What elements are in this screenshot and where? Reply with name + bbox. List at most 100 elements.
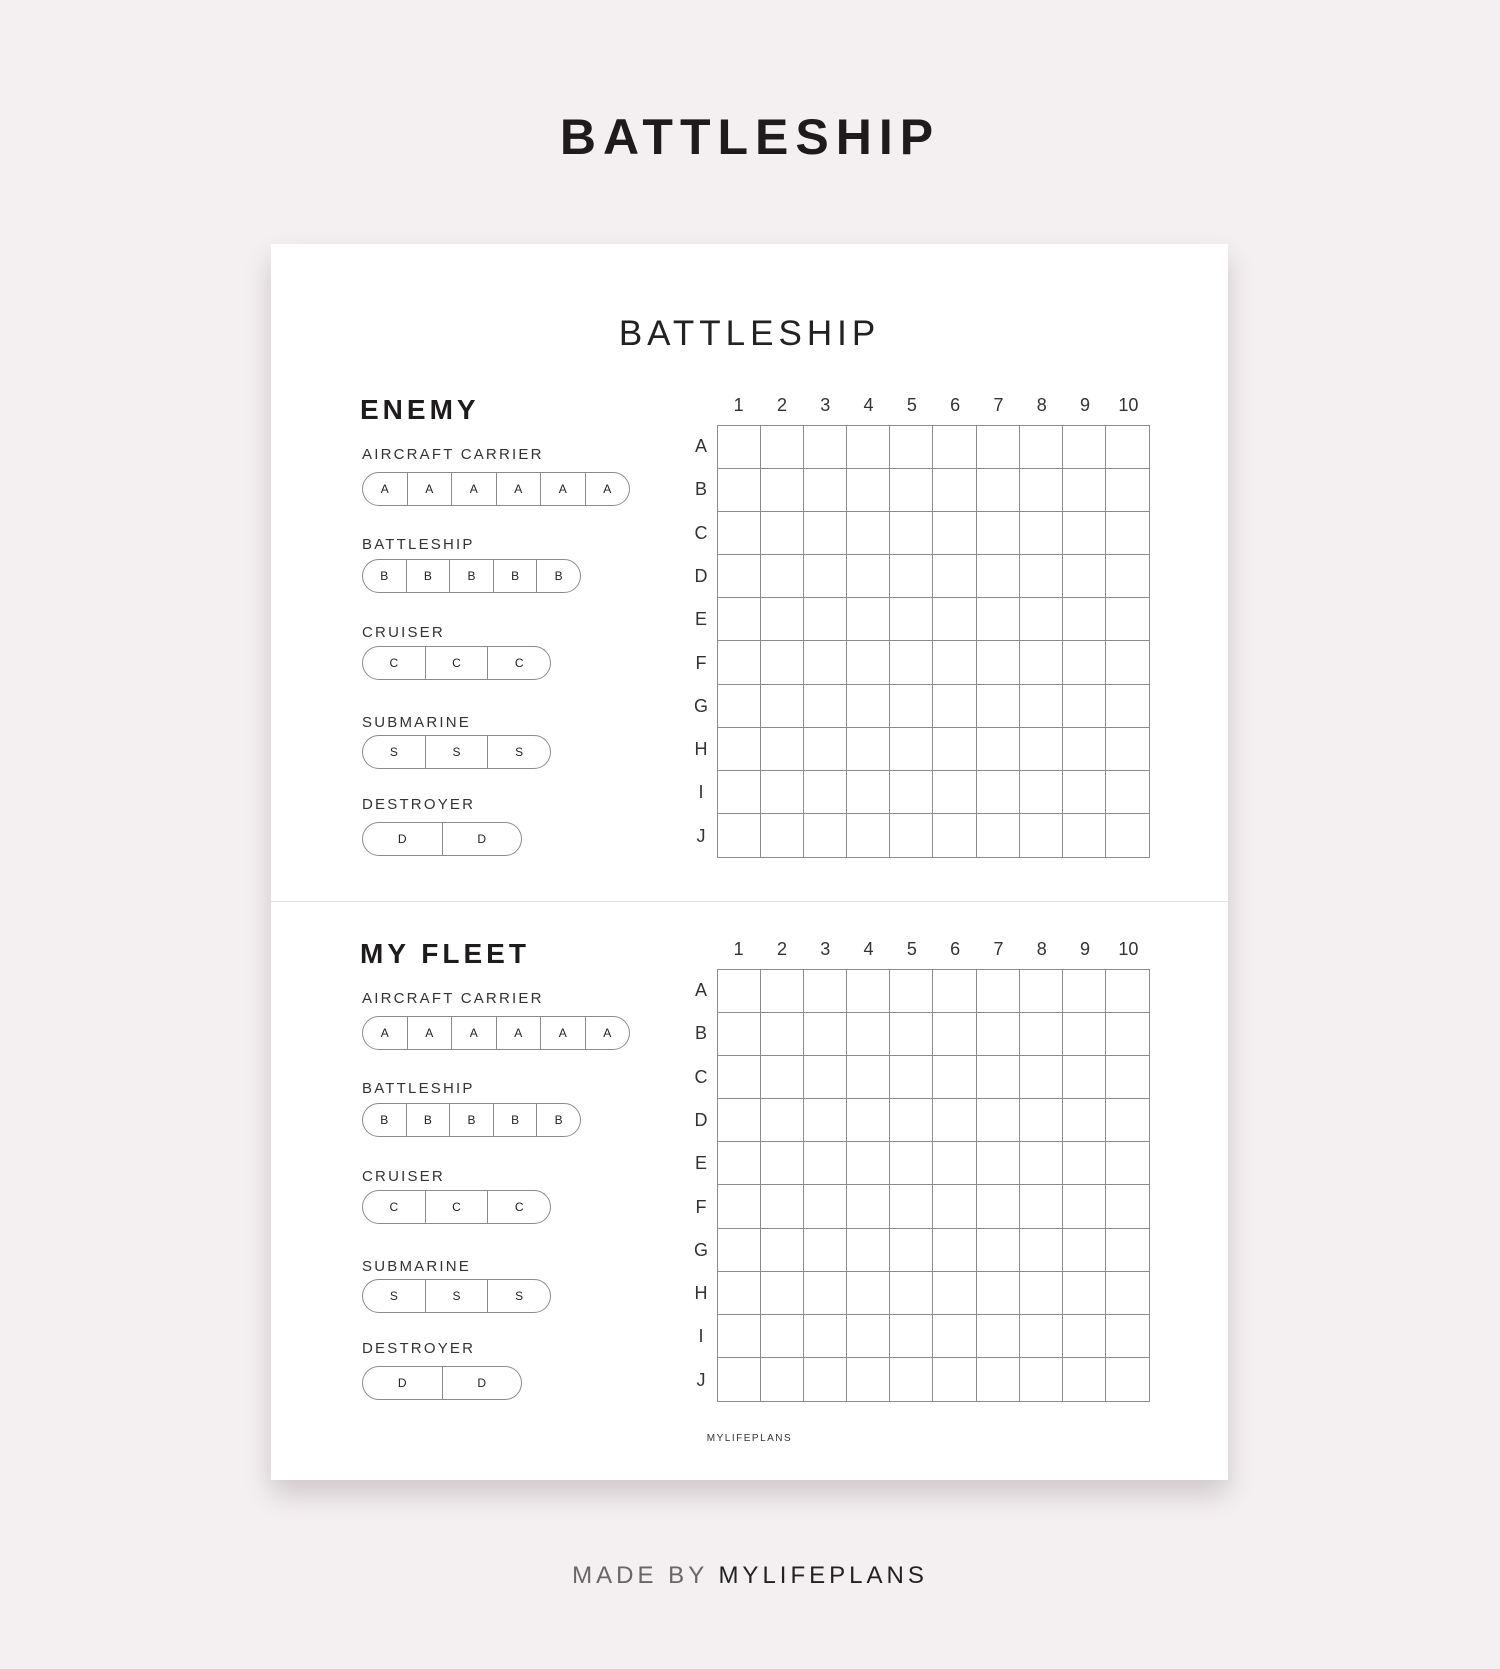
grid-cell[interactable]	[718, 1013, 762, 1057]
grid-cell[interactable]	[761, 512, 805, 556]
grid-cell[interactable]	[890, 770, 934, 814]
ship-hit-cell[interactable]: C	[487, 1191, 550, 1223]
grid-cell[interactable]	[933, 813, 977, 857]
grid-cell[interactable]	[1019, 684, 1063, 728]
grid-cell[interactable]	[933, 555, 977, 599]
ship-hit-cell[interactable]: S	[424, 736, 488, 768]
grid-cell[interactable]	[1062, 512, 1106, 556]
grid-cell[interactable]	[977, 813, 1020, 857]
grid-cell[interactable]	[1105, 1013, 1149, 1057]
grid-cell[interactable]	[976, 684, 1020, 728]
grid-cell[interactable]	[890, 469, 934, 513]
grid-cell[interactable]	[1019, 469, 1063, 513]
grid-cell[interactable]	[933, 512, 977, 556]
grid-cell[interactable]	[761, 770, 805, 814]
grid-cell[interactable]	[1019, 1314, 1063, 1358]
grid-cell[interactable]	[1105, 685, 1149, 728]
grid-cell[interactable]	[847, 1357, 891, 1401]
grid-cell[interactable]	[1105, 1142, 1149, 1186]
grid-cell[interactable]	[976, 426, 1020, 470]
grid-cell[interactable]	[718, 469, 762, 513]
grid-cell[interactable]	[761, 598, 805, 642]
grid-cell[interactable]	[933, 426, 977, 470]
grid-cell[interactable]	[890, 1357, 934, 1401]
grid-cell[interactable]	[847, 1013, 891, 1057]
grid-cell[interactable]	[933, 684, 977, 728]
grid-cell[interactable]	[976, 1314, 1020, 1358]
grid-cell[interactable]	[1105, 598, 1149, 642]
grid-cell[interactable]	[1105, 970, 1149, 1014]
grid-cell[interactable]	[1105, 512, 1149, 556]
grid-cell[interactable]	[1105, 1099, 1149, 1143]
grid-cell[interactable]	[976, 512, 1020, 556]
grid-cell[interactable]	[890, 641, 934, 685]
ship-hit-cell[interactable]: B	[449, 1104, 493, 1136]
grid-cell[interactable]	[933, 1142, 977, 1186]
grid-cell[interactable]	[761, 684, 805, 728]
grid-cell[interactable]	[1105, 469, 1149, 513]
grid-cell[interactable]	[804, 1228, 848, 1272]
ship-hit-cell[interactable]: B	[492, 560, 537, 592]
ship-hit-cell[interactable]: A	[406, 1017, 452, 1049]
ship-hit-cell[interactable]: S	[487, 1280, 550, 1312]
grid-cell[interactable]	[1106, 1358, 1149, 1401]
grid-cell[interactable]	[1019, 512, 1063, 556]
grid-cell[interactable]	[718, 1271, 762, 1315]
grid-cell[interactable]	[804, 1185, 848, 1229]
grid-cell[interactable]	[890, 1271, 934, 1315]
grid-cell[interactable]	[761, 1099, 805, 1143]
ship-hit-cell[interactable]: B	[405, 560, 450, 592]
ship-hit-cell[interactable]: S	[389, 745, 398, 759]
grid-cell[interactable]	[1105, 771, 1149, 814]
grid-cell[interactable]	[1062, 1056, 1106, 1100]
grid-cell[interactable]	[1062, 1271, 1106, 1315]
ship-hit-cell[interactable]: D	[397, 1376, 407, 1390]
grid-cell[interactable]	[1019, 1099, 1063, 1143]
grid-cell[interactable]	[890, 512, 934, 556]
grid-cell[interactable]	[976, 598, 1020, 642]
grid-cell[interactable]	[1062, 684, 1106, 728]
grid-cell[interactable]	[1063, 813, 1106, 857]
grid-cell[interactable]	[761, 970, 805, 1014]
grid-cell[interactable]	[1105, 1185, 1149, 1229]
grid-cell[interactable]	[804, 684, 848, 728]
grid-cell[interactable]	[1019, 598, 1063, 642]
grid-cell[interactable]	[976, 1228, 1020, 1272]
grid-cell[interactable]	[890, 1228, 934, 1272]
grid-cell[interactable]	[847, 1099, 891, 1143]
grid-cell[interactable]	[1019, 1185, 1063, 1229]
ship-hit-cell[interactable]: A	[495, 1017, 541, 1049]
grid-cell[interactable]	[933, 641, 977, 685]
grid-cell[interactable]	[1062, 770, 1106, 814]
grid-cell[interactable]	[761, 641, 805, 685]
grid-cell[interactable]	[847, 598, 891, 642]
grid-cell[interactable]	[1063, 1357, 1106, 1401]
grid-cell[interactable]	[1020, 1357, 1063, 1401]
ship-hit-cell[interactable]: B	[380, 1113, 389, 1127]
grid-cell[interactable]	[1062, 598, 1106, 642]
grid-cell[interactable]	[804, 1013, 848, 1057]
grid-cell[interactable]	[890, 598, 934, 642]
grid-cell[interactable]	[804, 970, 848, 1014]
grid-cell[interactable]	[1105, 426, 1149, 470]
grid-cell[interactable]	[1062, 426, 1106, 470]
grid-cell[interactable]	[976, 727, 1020, 771]
grid-cell[interactable]	[761, 1185, 805, 1229]
grid-cell[interactable]	[847, 1314, 891, 1358]
grid-cell[interactable]	[761, 469, 805, 513]
grid-cell[interactable]	[976, 770, 1020, 814]
grid-cell[interactable]	[1062, 469, 1106, 513]
grid-cell[interactable]	[890, 1099, 934, 1143]
grid-cell[interactable]	[1105, 728, 1149, 771]
grid-cell[interactable]	[933, 598, 977, 642]
grid-cell[interactable]	[933, 727, 977, 771]
grid-cell[interactable]	[804, 1099, 848, 1143]
grid-cell[interactable]	[761, 727, 805, 771]
grid-cell[interactable]	[847, 1228, 891, 1272]
grid-cell[interactable]	[976, 641, 1020, 685]
grid-cell[interactable]	[761, 1314, 805, 1358]
ship-hit-cell[interactable]: C	[424, 647, 488, 679]
grid-cell[interactable]	[804, 1314, 848, 1358]
grid-cell[interactable]	[1105, 641, 1149, 685]
grid-cell[interactable]	[847, 426, 891, 470]
